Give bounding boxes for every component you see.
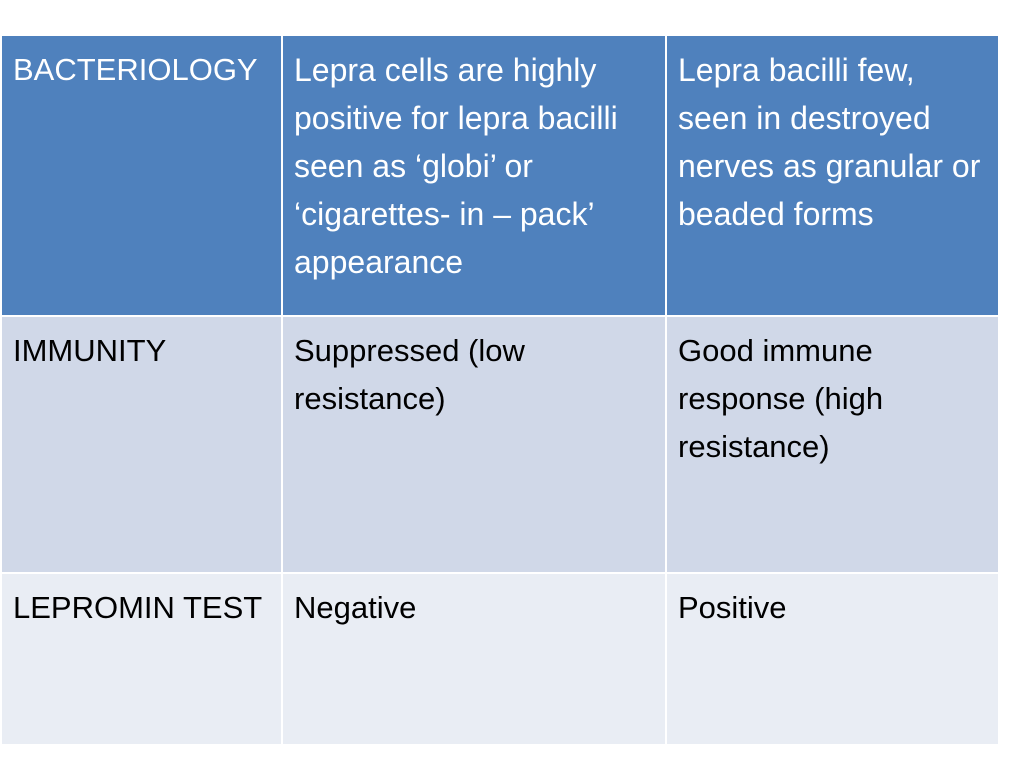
row-label-bacteriology: BACTERIOLOGY: [0, 34, 283, 317]
comparison-table: BACTERIOLOGY Lepra cells are highly posi…: [0, 34, 1000, 746]
table-row-lepromin-test: LEPROMIN TEST Negative Positive: [0, 572, 1000, 746]
bacteriology-tuberculoid-cell: Lepra bacilli few, seen in destroyed ner…: [665, 34, 1000, 317]
lepromin-lepromatous-cell: Negative: [281, 572, 667, 746]
table-row-bacteriology: BACTERIOLOGY Lepra cells are highly posi…: [0, 34, 1000, 317]
row-label-lepromin-test: LEPROMIN TEST: [0, 572, 283, 746]
table-row-immunity: IMMUNITY Suppressed (low resistance) Goo…: [0, 315, 1000, 574]
immunity-lepromatous-cell: Suppressed (low resistance): [281, 315, 667, 574]
lepromin-tuberculoid-cell: Positive: [665, 572, 1000, 746]
row-label-immunity: IMMUNITY: [0, 315, 283, 574]
bacteriology-lepromatous-cell: Lepra cells are highly positive for lepr…: [281, 34, 667, 317]
immunity-tuberculoid-cell: Good immune response (high resistance): [665, 315, 1000, 574]
